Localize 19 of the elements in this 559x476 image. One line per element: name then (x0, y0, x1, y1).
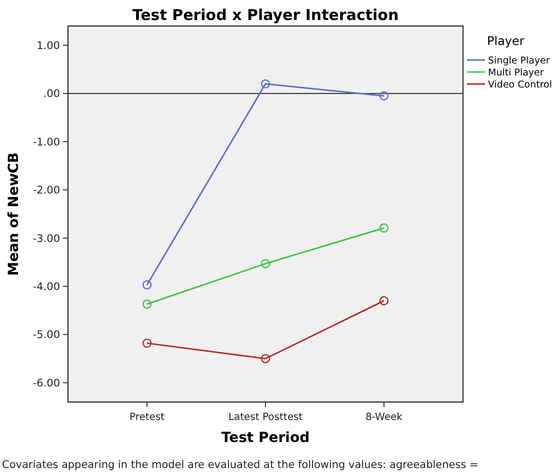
y-axis-title: Mean of NewCB (6, 152, 22, 276)
legend-label: Single Player (488, 55, 550, 66)
text: Covariates appearing in the model are evaluated at the following values: agreeableness = (2, 459, 478, 471)
legend-label: Video Control (488, 79, 552, 90)
y-tick-label: 1.00 (36, 40, 60, 52)
legend-label: Multi Player (488, 67, 544, 78)
legend-title: Player (487, 34, 524, 48)
x-tick-label: Pretest (129, 412, 165, 423)
x-tick-label: 8-Week (365, 412, 403, 423)
x-tick-label: Latest Posttest (228, 412, 303, 423)
y-tick-label: .00 (43, 88, 60, 100)
x-axis-title: Test Period (221, 430, 310, 446)
chart-title: Test Period x Player Interaction (132, 6, 399, 24)
y-tick-label: -5.00 (32, 329, 60, 342)
y-tick-label: -1.00 (32, 136, 60, 148)
y-tick-label: -3.00 (32, 232, 60, 245)
y-tick-label: -2.00 (32, 184, 60, 197)
y-tick-label: -4.00 (32, 280, 60, 293)
y-tick-label: -6.00 (32, 377, 60, 390)
